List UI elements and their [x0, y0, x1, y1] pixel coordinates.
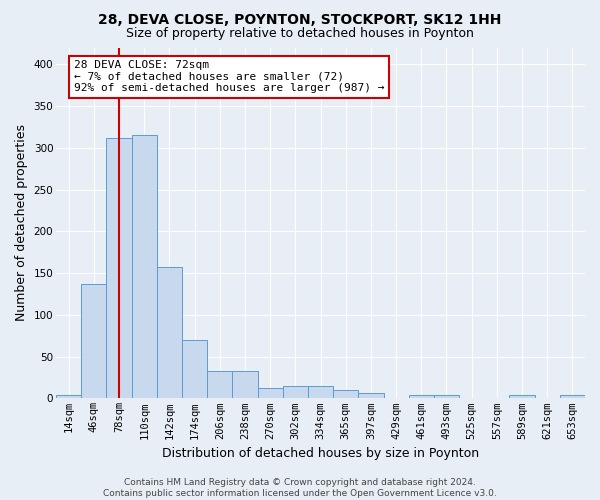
Bar — [333, 390, 358, 398]
Bar — [157, 267, 182, 398]
Text: Contains HM Land Registry data © Crown copyright and database right 2024.
Contai: Contains HM Land Registry data © Crown c… — [103, 478, 497, 498]
Bar — [434, 395, 459, 398]
Y-axis label: Number of detached properties: Number of detached properties — [15, 124, 28, 322]
Text: 28 DEVA CLOSE: 72sqm
← 7% of detached houses are smaller (72)
92% of semi-detach: 28 DEVA CLOSE: 72sqm ← 7% of detached ho… — [74, 60, 384, 93]
Bar — [81, 284, 106, 399]
Bar — [509, 395, 535, 398]
X-axis label: Distribution of detached houses by size in Poynton: Distribution of detached houses by size … — [162, 447, 479, 460]
Bar — [283, 386, 308, 398]
Bar — [131, 135, 157, 398]
Text: Size of property relative to detached houses in Poynton: Size of property relative to detached ho… — [126, 28, 474, 40]
Text: 28, DEVA CLOSE, POYNTON, STOCKPORT, SK12 1HH: 28, DEVA CLOSE, POYNTON, STOCKPORT, SK12… — [98, 12, 502, 26]
Bar — [409, 395, 434, 398]
Bar — [182, 340, 207, 398]
Bar — [56, 395, 81, 398]
Bar — [207, 371, 232, 398]
Bar — [308, 386, 333, 398]
Bar — [358, 392, 383, 398]
Bar — [257, 388, 283, 398]
Bar — [232, 371, 257, 398]
Bar — [560, 395, 585, 398]
Bar — [106, 138, 131, 398]
